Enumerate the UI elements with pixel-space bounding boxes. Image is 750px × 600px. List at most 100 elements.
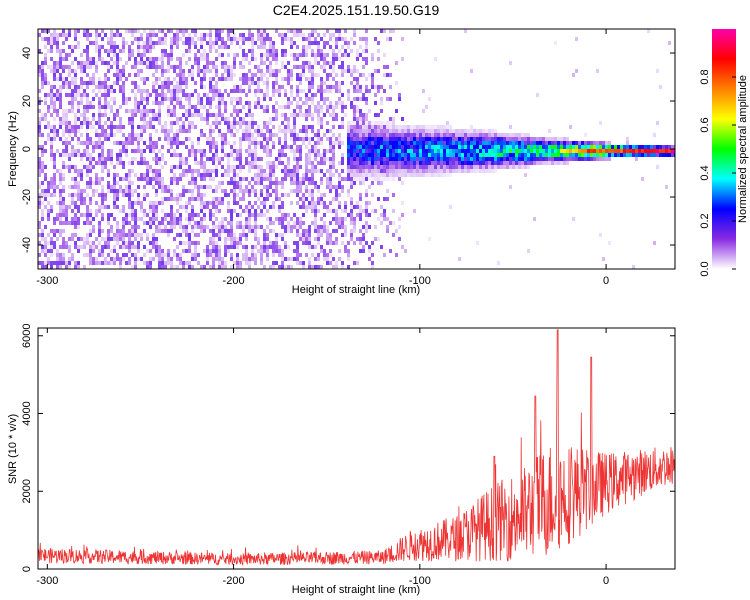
heatmap-cell [122,245,125,249]
heatmap-cell [440,125,443,129]
heatmap-cell [209,253,212,257]
heatmap-cell [179,81,182,85]
heatmap-cell [266,153,269,157]
heatmap-cell [50,125,53,129]
heatmap-cell [572,157,575,161]
heatmap-cell [146,49,149,53]
heatmap-cell [107,213,110,217]
heatmap-cell [209,85,212,89]
heatmap-cell [284,89,287,93]
heatmap-cell [119,77,122,81]
heatmap-cell [236,165,239,169]
heatmap-cell [287,265,290,269]
heatmap-cell [419,141,422,145]
heatmap-cell [545,157,548,161]
heatmap-cell [53,93,56,97]
heatmap-cell [257,101,260,105]
heatmap-cell [401,149,404,153]
heatmap-cell [305,177,308,181]
heatmap-cell [209,185,212,189]
heatmap-cell [212,121,215,125]
heatmap-cell [89,169,92,173]
heatmap-cell [140,233,143,237]
heatmap-cell [293,137,296,141]
heatmap-cell [272,245,275,249]
heatmap-cell [179,61,182,65]
heatmap-cell [170,153,173,157]
heatmap-cell [266,185,269,189]
heatmap-cell [542,161,545,165]
heatmap-cell [242,229,245,233]
heatmap-cell [191,145,194,149]
heatmap-cell [374,125,377,129]
heatmap-cell [71,197,74,201]
heatmap-cell [416,161,419,165]
heatmap-cell [227,237,230,241]
heatmap-cell [233,197,236,201]
heatmap-cell [182,229,185,233]
heatmap-cell [182,125,185,129]
heatmap-cell [332,133,335,137]
heatmap-cell [299,73,302,77]
heatmap-cell [110,185,113,189]
heatmap-cell [86,65,89,69]
heatmap-cell [353,181,356,185]
heatmap-cell [164,129,167,133]
heatmap-cell [353,33,356,37]
heatmap-cell [227,65,230,69]
heatmap-cell [173,89,176,93]
heatmap-cell [401,129,404,133]
heatmap-cell [143,29,146,33]
heatmap-cell [266,77,269,81]
heatmap-cell [167,53,170,57]
heatmap-cell [134,109,137,113]
heatmap-cell [455,137,458,141]
snr-background [38,328,675,569]
heatmap-cell [395,141,398,145]
heatmap-cell [449,169,452,173]
heatmap-cell [305,45,308,49]
heatmap-cell [146,213,149,217]
heatmap-cell [146,45,149,49]
heatmap-cell [170,29,173,33]
heatmap-cell [239,233,242,237]
heatmap-cell [122,253,125,257]
heatmap-cell [59,89,62,93]
heatmap-cell [170,53,173,57]
heatmap-cell [431,165,434,169]
heatmap-cell [251,81,254,85]
heatmap-cell [104,113,107,117]
heatmap-cell [53,185,56,189]
heatmap-cell [263,237,266,241]
heatmap-cell [44,97,47,101]
heatmap-cell [170,125,173,129]
heatmap-cell [296,177,299,181]
heatmap-cell [71,61,74,65]
heatmap-cell [83,149,86,153]
heatmap-cell [617,149,620,153]
heatmap-cell [482,129,485,133]
heatmap-cell [320,161,323,165]
heatmap-cell [86,141,89,145]
heatmap-cell [95,33,98,37]
heatmap-cell [86,241,89,245]
heatmap-cell [188,189,191,193]
heatmap-cell [278,137,281,141]
heatmap-cell [77,153,80,157]
heatmap-cell [212,45,215,49]
heatmap-cell [197,97,200,101]
heatmap-cell [323,57,326,61]
heatmap-cell [65,121,68,125]
heatmap-cell [299,185,302,189]
heatmap-cell [143,173,146,177]
heatmap-cell [503,137,506,141]
heatmap-cell [359,229,362,233]
heatmap-cell [656,149,659,153]
heatmap-cell [104,157,107,161]
heatmap-cell [293,241,296,245]
heatmap-cell [278,221,281,225]
heatmap-cell [536,93,539,97]
heatmap-cell [323,161,326,165]
heatmap-cell [341,125,344,129]
heatmap-cell [314,201,317,205]
